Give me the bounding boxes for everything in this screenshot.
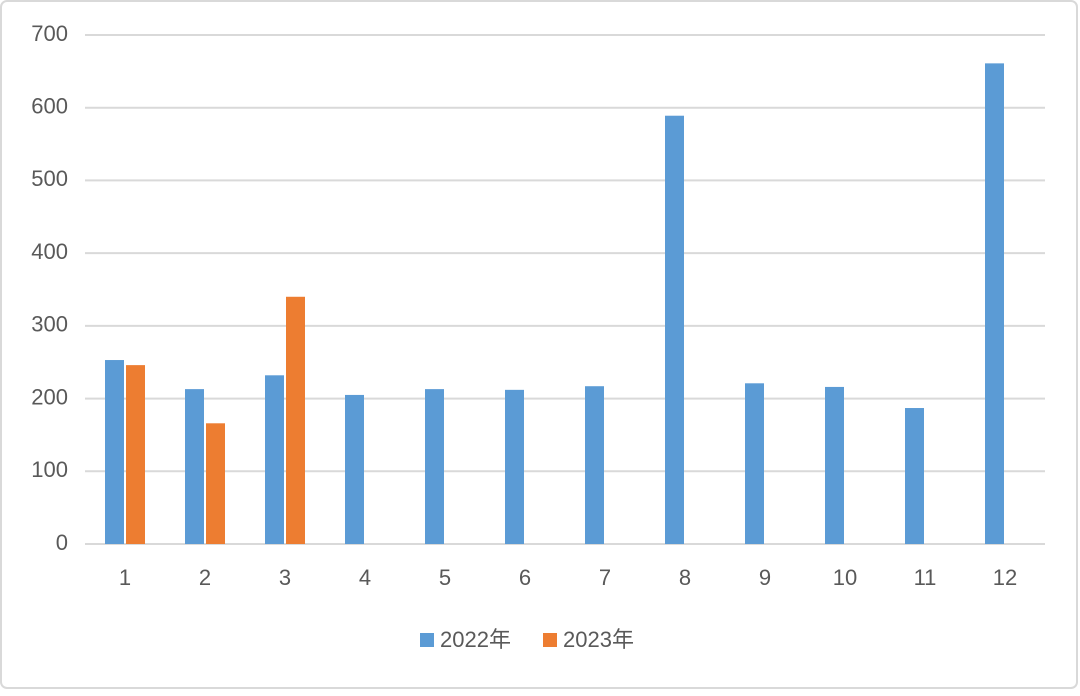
bar xyxy=(286,296,305,544)
bar xyxy=(185,389,204,544)
bar xyxy=(265,375,284,544)
x-tick-label: 10 xyxy=(833,565,857,590)
x-tick-label: 11 xyxy=(914,565,937,590)
bar xyxy=(985,63,1004,544)
x-tick-label: 12 xyxy=(993,565,1017,590)
legend-swatch xyxy=(543,633,557,647)
bar xyxy=(905,408,924,544)
legend-label: 2023年 xyxy=(563,627,634,652)
bar xyxy=(505,389,524,544)
bar xyxy=(825,386,844,544)
bar xyxy=(585,386,604,544)
x-tick-label: 5 xyxy=(439,565,451,590)
y-tick-label: 300 xyxy=(31,312,68,337)
x-tick-label: 4 xyxy=(359,565,371,590)
bar xyxy=(126,365,145,544)
legend-swatch xyxy=(420,633,434,647)
bar xyxy=(105,360,124,544)
y-tick-label: 400 xyxy=(31,239,68,264)
x-tick-label: 6 xyxy=(519,565,531,590)
x-tick-label: 8 xyxy=(679,565,691,590)
x-tick-label: 2 xyxy=(199,565,211,590)
x-tick-label: 7 xyxy=(599,565,611,590)
bar xyxy=(345,394,364,544)
x-tick-label: 9 xyxy=(759,565,771,590)
y-tick-label: 100 xyxy=(31,457,68,482)
y-tick-label: 0 xyxy=(56,530,68,555)
y-tick-label: 700 xyxy=(31,21,68,46)
bar xyxy=(206,423,225,544)
bar xyxy=(745,383,764,544)
bar xyxy=(425,389,444,544)
y-tick-label: 600 xyxy=(31,94,68,119)
x-tick-label: 1 xyxy=(119,565,131,590)
x-tick-label: 3 xyxy=(279,565,291,590)
y-tick-label: 200 xyxy=(31,384,68,409)
legend-label: 2022年 xyxy=(440,627,511,652)
y-tick-label: 500 xyxy=(31,166,68,191)
bar xyxy=(665,115,684,544)
